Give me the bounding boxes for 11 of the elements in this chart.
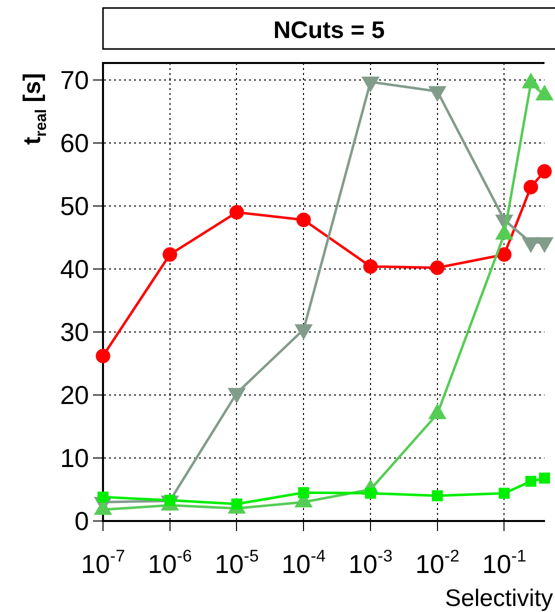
x-axis-title: Selectivity <box>444 585 554 612</box>
y-tick-label: 40 <box>60 254 89 284</box>
y-tick-label: 70 <box>60 65 89 96</box>
chart-title: NCuts = 5 <box>273 17 385 44</box>
y-tick-label: 10 <box>60 443 89 473</box>
y-tick-label: 20 <box>60 380 89 410</box>
y-tick-label: 60 <box>60 128 89 158</box>
y-tick-label: 0 <box>74 506 90 536</box>
y-axis-title: treal [s] <box>19 73 50 145</box>
y-tick-label: 30 <box>60 317 89 348</box>
y-tick-label: 50 <box>60 191 89 222</box>
